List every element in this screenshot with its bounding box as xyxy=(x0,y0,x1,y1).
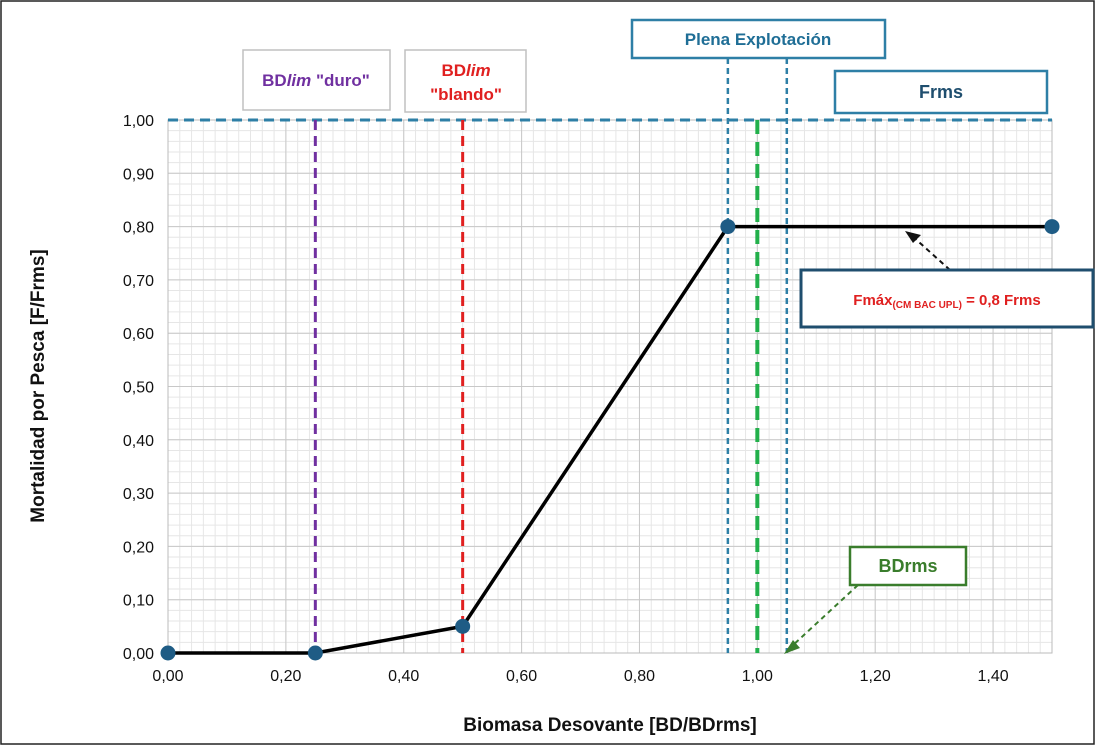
bdrms-arrowhead xyxy=(784,640,800,654)
data-point xyxy=(720,219,736,235)
data-point xyxy=(307,645,323,661)
y-tick-label: 0,30 xyxy=(123,486,154,503)
y-tick-label: 0,60 xyxy=(123,326,154,343)
fmax-suffix: = 0,8 Frms xyxy=(962,292,1041,309)
bdrms-arrow xyxy=(790,584,859,648)
data-point xyxy=(455,618,471,634)
bdlim-duro-box xyxy=(242,49,391,111)
fmax-main: Fmáx xyxy=(853,292,893,309)
y-tick-label: 1,00 xyxy=(123,113,154,130)
y-tick-label: 0,80 xyxy=(123,220,154,237)
x-tick-label: 1,20 xyxy=(860,668,891,685)
fmax-annotation: Fmáx(CM BAC UPL) = 0,8 Frms xyxy=(799,231,1095,329)
y-tick-label: 0,10 xyxy=(123,593,154,610)
y-axis-title: Mortalidad por Pesca [F/Frms] xyxy=(28,249,49,522)
bdlim-blando-line1: BDlim xyxy=(441,61,490,80)
fmax-box xyxy=(799,268,1095,329)
bdrms-box xyxy=(848,545,968,587)
y-tick-label: 0,50 xyxy=(123,380,154,397)
plena-explotacion-box xyxy=(630,18,887,60)
frms-label: Frms xyxy=(833,69,1049,115)
y-tick-label: 0,70 xyxy=(123,273,154,290)
x-tick-label: 0,20 xyxy=(270,668,301,685)
bdlim-duro-suffix: "duro" xyxy=(311,71,370,90)
fmax-arrowhead xyxy=(905,231,921,243)
x-axis-title: Biomasa Desovante [BD/BDrms] xyxy=(463,715,757,736)
bdlim-blando-line2: "blando" xyxy=(430,85,502,104)
bdlim-blando-label: BDlim "blando" xyxy=(404,49,527,113)
frms-box xyxy=(833,69,1049,115)
fmax-text: Fmáx(CM BAC UPL) = 0,8 Frms xyxy=(853,292,1040,311)
bdrms-text: BDrms xyxy=(878,556,937,576)
fmax-sub: (CM BAC UPL) xyxy=(892,300,961,311)
y-tick-label: 0,40 xyxy=(123,433,154,450)
x-tick-label: 1,40 xyxy=(977,668,1008,685)
plena-explotacion-label: Plena Explotación xyxy=(630,18,887,60)
x-tick-label: 0,40 xyxy=(388,668,419,685)
bdlim-duro-text: BDlim "duro" xyxy=(262,71,370,90)
x-tick-label: 0,80 xyxy=(624,668,655,685)
y-tick-label: 0,00 xyxy=(123,646,154,663)
bdlim-duro-label: BDlim "duro" xyxy=(242,49,391,111)
plena-explotacion-text: Plena Explotación xyxy=(685,30,831,49)
series xyxy=(160,219,1060,661)
x-tick-label: 0,60 xyxy=(506,668,537,685)
bdlim-blando-box xyxy=(404,49,527,113)
bdlim-duro-prefix: BD xyxy=(262,71,287,90)
x-tick-label: 1,00 xyxy=(742,668,773,685)
y-tick-label: 0,90 xyxy=(123,166,154,183)
bdrms-annotation: BDrms xyxy=(784,545,968,654)
bdlim-duro-italic: lim xyxy=(287,71,312,90)
x-tick-label: 0,00 xyxy=(152,668,183,685)
bdlim-blando-italic: lim xyxy=(466,61,491,80)
reference-lines xyxy=(168,58,1052,653)
data-point xyxy=(160,645,176,661)
bdlim-blando-prefix: BD xyxy=(441,61,466,80)
axes: 0,00 0,20 0,40 0,60 0,80 1,00 1,20 1,40 0,00 0,10… xyxy=(123,113,1009,685)
frms-text: Frms xyxy=(919,82,963,102)
y-tick-label: 0,20 xyxy=(123,539,154,556)
data-point xyxy=(1044,219,1060,235)
